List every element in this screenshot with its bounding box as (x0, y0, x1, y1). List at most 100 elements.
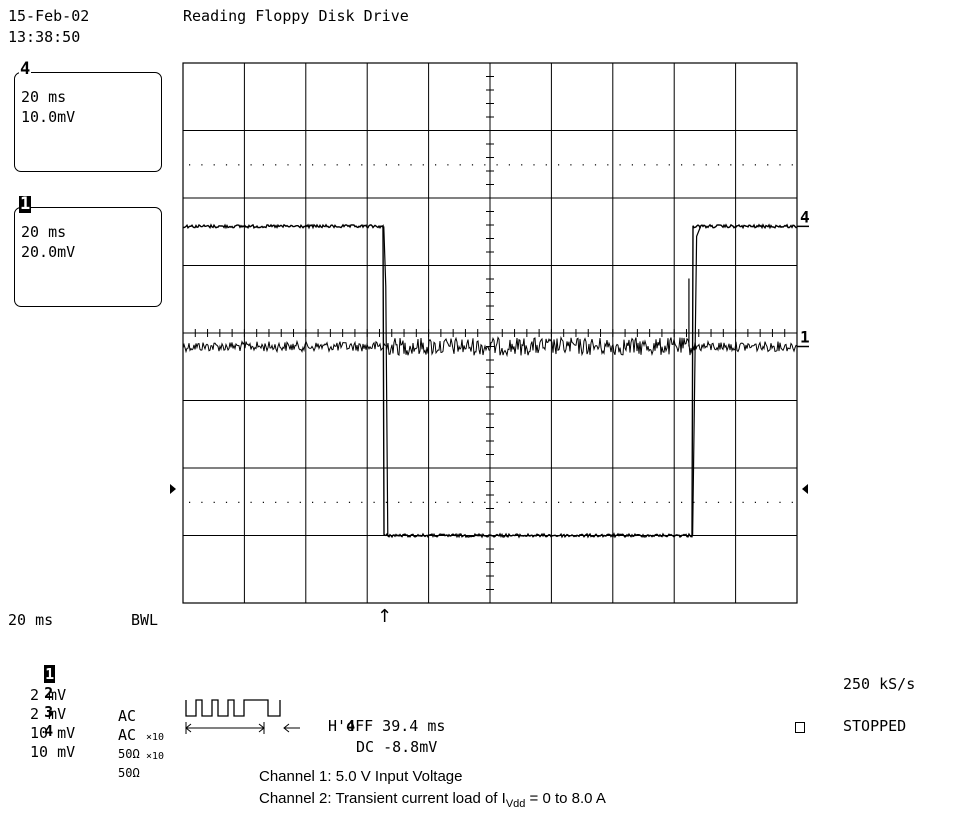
graticule-dot (447, 164, 449, 166)
graticule-dot (324, 501, 326, 503)
graticule-dot (336, 501, 338, 503)
channel-1-box-timebase: 20 ms (21, 223, 67, 241)
graticule-dot (570, 501, 572, 503)
caption-line-2: Channel 2: Transient current load of IVd… (259, 790, 606, 810)
graticule-dot (287, 164, 289, 166)
graticule-dot (496, 164, 498, 166)
channel-1-box[interactable]: 1 20 ms 20.0mV (14, 196, 162, 307)
trigger-channel: 4 (346, 717, 356, 735)
readout-channel-3-coupling: 50Ω (118, 747, 140, 761)
graticule-dot (410, 164, 412, 166)
graticule-dot (668, 501, 670, 503)
graticule-dot (484, 164, 486, 166)
trace-4-falling-edge (383, 226, 389, 536)
graticule-dot (262, 501, 264, 503)
graticule-dot (545, 164, 547, 166)
readout-channel-1-num: 1 (44, 665, 56, 683)
caption-line-2-subscript: Vdd (505, 798, 526, 810)
graticule-dot (189, 164, 191, 166)
graticule-dot (582, 501, 584, 503)
channel-1-box-number: 1 (19, 194, 32, 214)
graticule-dot (693, 164, 695, 166)
graticule-dot (336, 164, 338, 166)
graticule-dot (619, 164, 621, 166)
readout-channel-4-coupling: 50Ω (118, 766, 140, 780)
graticule-dot (779, 164, 781, 166)
readout-channel-2-coupling: AC (118, 726, 137, 744)
readout-timebase: 20 ms (8, 611, 54, 629)
sample-rate: 250 kS/s (843, 675, 916, 693)
graticule-dot (717, 501, 720, 503)
graticule-dot (508, 164, 510, 166)
readout-channel-4[interactable]: 4 10 mV 50Ω (8, 700, 178, 805)
channel-4-box-number: 4 (19, 59, 32, 79)
graticule-dot (607, 501, 609, 503)
graticule-dot (631, 164, 633, 166)
trigger-pattern-icon (185, 699, 300, 734)
graticule-dot (435, 164, 437, 166)
holdoff-readout: H'oFF 39.4 ms (328, 717, 446, 735)
graticule-dot (275, 501, 277, 503)
graticule-dot (459, 164, 461, 166)
graticule-dot (459, 501, 461, 503)
graticule-dot (484, 501, 486, 503)
readout-channel-1[interactable]: 1 2 mV AC ×10 (8, 643, 178, 769)
caption-line-2-prefix: Channel 2: Transient current load of I (259, 790, 506, 807)
acquisition-status: STOPPED (843, 717, 907, 735)
capture-date: 15-Feb-02 (8, 7, 90, 25)
graticule-dot (619, 501, 621, 503)
graticule-dot (767, 164, 769, 166)
trigger-coupling: DC -8.8mV (356, 738, 438, 756)
graticule-dot (250, 164, 252, 166)
graticule-dot (754, 164, 756, 166)
trigger-readout[interactable]: 4 DC -8.8mV (328, 695, 437, 758)
graticule-dot (644, 501, 646, 503)
graticule-dot (213, 164, 215, 166)
graticule-dot (594, 501, 597, 503)
graticule-dot (558, 164, 560, 166)
graticule-dot (656, 164, 658, 166)
graticule-dot (189, 501, 191, 503)
graticule-dot (250, 501, 252, 503)
right-level-marker (802, 484, 808, 494)
oscilloscope-screen: 1 4 ↑ (170, 62, 810, 627)
graticule-dot (717, 164, 720, 166)
graticule-dot (705, 501, 707, 503)
readout-channel-1-coupling: AC (118, 707, 137, 725)
graticule-dot (668, 164, 670, 166)
graticule-dot (262, 164, 264, 166)
channel-4-box[interactable]: 4 20 ms 10.0mV (14, 61, 162, 172)
graticule-dot (422, 501, 424, 503)
graticule-dot (312, 501, 314, 503)
readout-channel-3-scale: 10 mV (30, 724, 76, 742)
screen-title: Reading Floppy Disk Drive (183, 7, 409, 25)
readout-channel-2-probe: ×10 (146, 751, 165, 762)
graticule-dot (791, 164, 793, 166)
readout-channel-4-scale: 10 mV (30, 743, 76, 761)
graticule-dot (754, 501, 756, 503)
graticule-dot (705, 164, 707, 166)
channel-1-box-volts: 20.0mV (21, 243, 76, 261)
readout-channel-2[interactable]: 2 2 mV AC ×10 (8, 662, 178, 788)
graticule-dot (607, 164, 609, 166)
readout-channel-3-num: 3 (44, 703, 54, 721)
graticule-dot (447, 501, 449, 503)
readout-channel-4-num: 4 (44, 722, 54, 740)
graticule-dot (791, 501, 793, 503)
graticule-dot (558, 501, 560, 503)
caption-line-1: Channel 1: 5.0 V Input Voltage (259, 768, 463, 785)
graticule-dot (471, 164, 474, 166)
graticule-dot (348, 164, 351, 166)
readout-channel-3[interactable]: 3 10 mV 50Ω (8, 681, 178, 786)
caption-line-2-suffix: = 0 to 8.0 A (525, 790, 606, 807)
graticule-dot (681, 501, 683, 503)
capture-time: 13:38:50 (8, 28, 81, 46)
graticule-dot (644, 164, 646, 166)
graticule-dot (225, 164, 228, 166)
graticule-dot (545, 501, 547, 503)
graticule-dot (361, 501, 363, 503)
graticule-dot (656, 501, 658, 503)
graticule-dot (201, 501, 203, 503)
trace-4-label: 4 (800, 207, 810, 226)
readout-channel-1-scale: 2 mV (30, 686, 67, 704)
